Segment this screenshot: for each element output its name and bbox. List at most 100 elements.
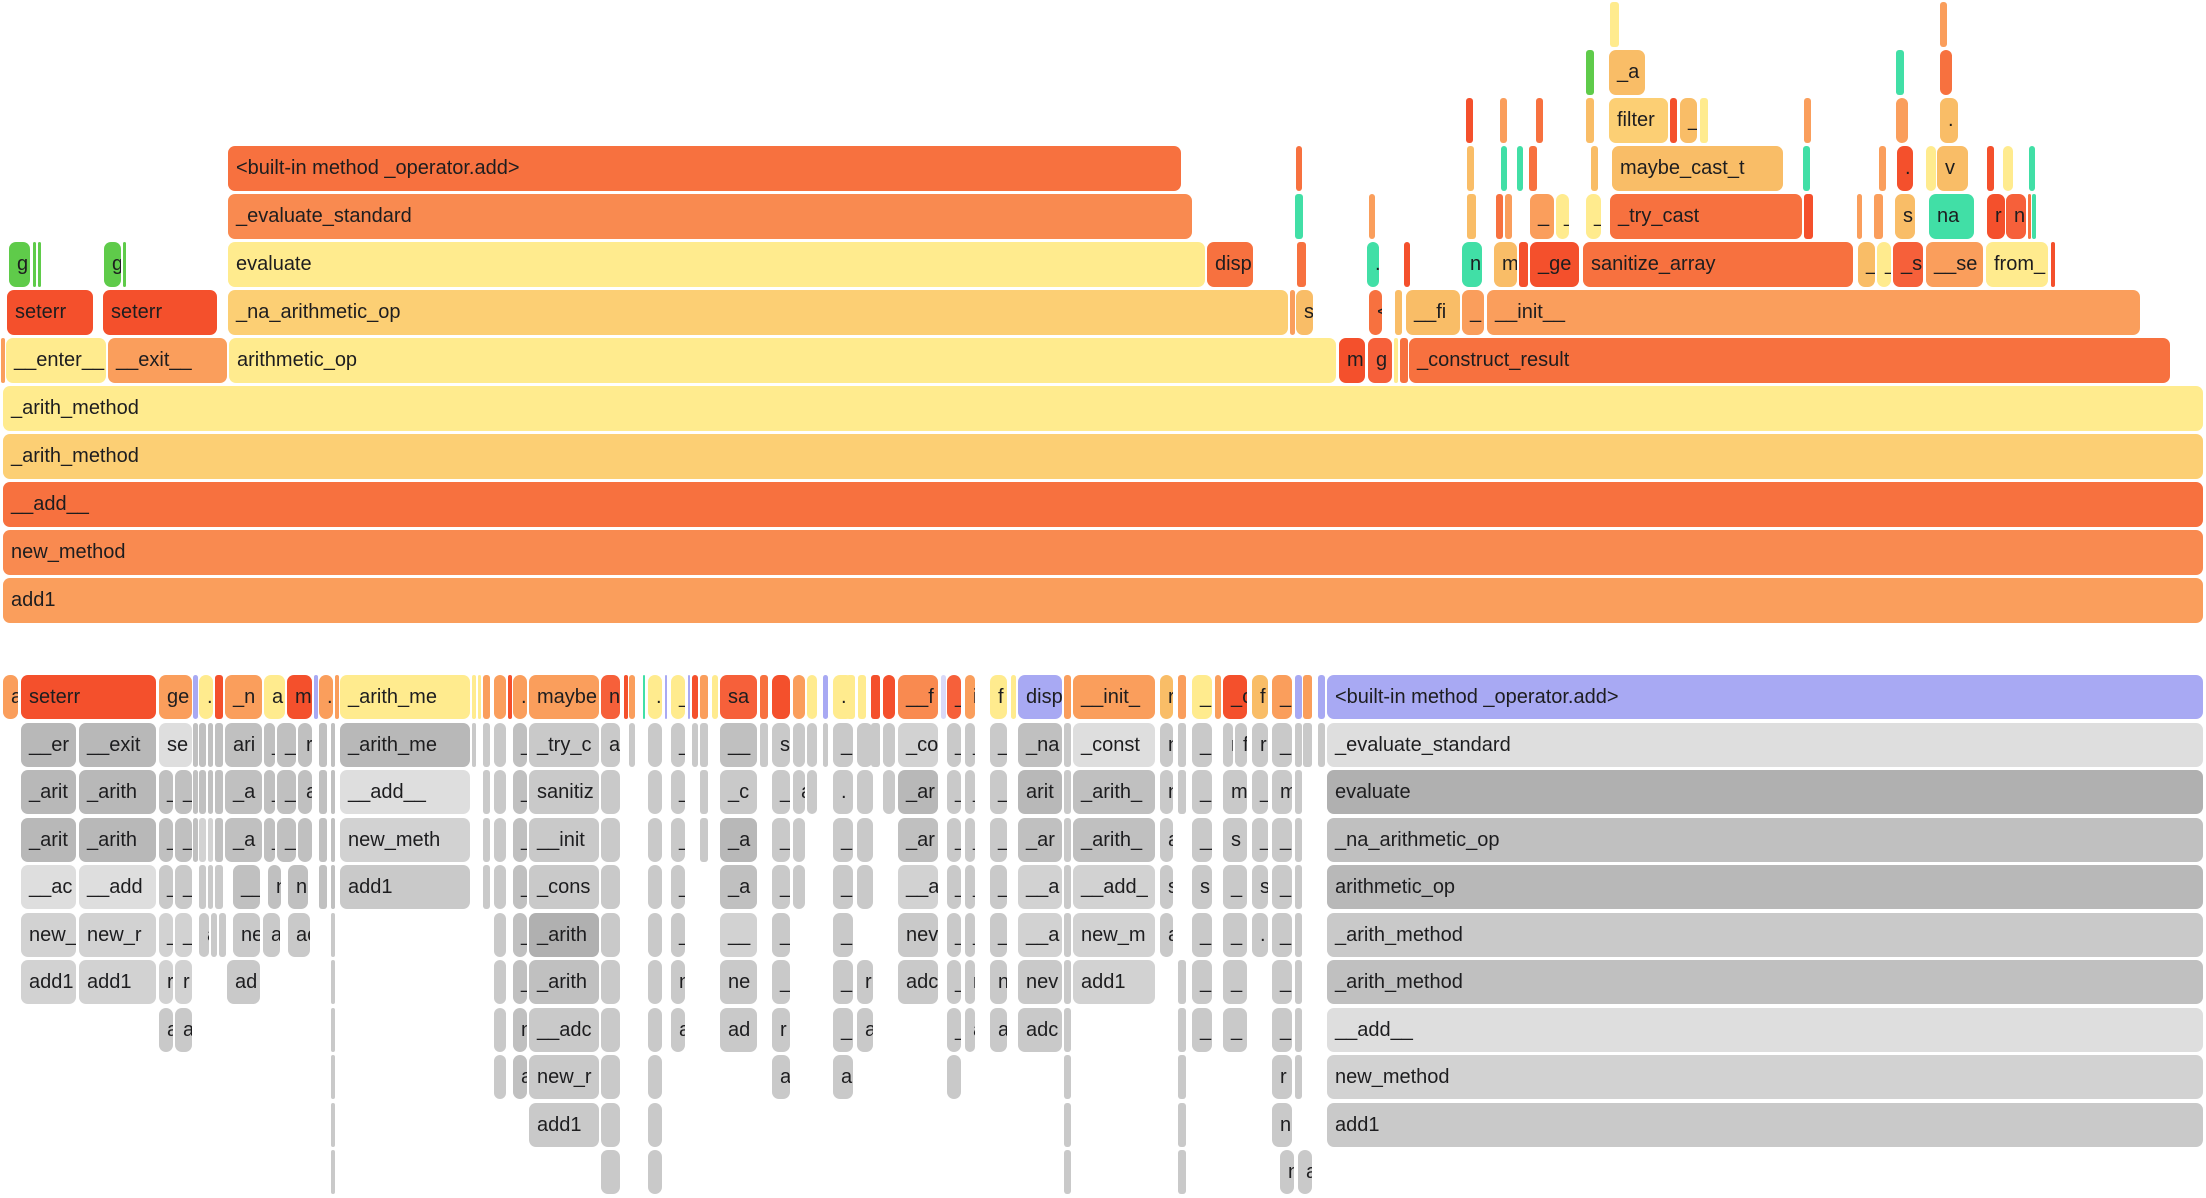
flame-frame[interactable]: _ <box>947 675 961 719</box>
flame-frame[interactable] <box>1295 1007 1302 1052</box>
flame-frame[interactable]: add1 <box>3 578 2203 623</box>
flame-frame[interactable] <box>215 817 223 862</box>
flame-frame[interactable] <box>601 1102 620 1147</box>
flame-frame[interactable] <box>215 865 223 909</box>
flame-frame[interactable]: _ <box>1530 194 1554 239</box>
flame-frame[interactable] <box>319 770 327 814</box>
flame-frame[interactable]: _ <box>159 912 173 957</box>
flame-frame[interactable]: _arith_method <box>3 386 2203 431</box>
flame-frame[interactable] <box>208 722 213 767</box>
flame-frame[interactable]: g <box>1368 338 1392 383</box>
flame-frame[interactable] <box>1064 1055 1071 1099</box>
flame-frame[interactable]: n <box>1272 1102 1292 1147</box>
flame-frame[interactable] <box>1178 675 1186 719</box>
flame-frame[interactable]: _arit <box>21 770 76 814</box>
flame-frame[interactable]: _a <box>720 817 757 862</box>
flame-frame[interactable]: __exit <box>79 722 156 767</box>
flame-frame[interactable] <box>1064 1102 1071 1147</box>
flame-frame[interactable] <box>601 960 620 1004</box>
flame-frame[interactable]: a <box>857 1007 873 1052</box>
flame-frame[interactable] <box>1178 722 1186 767</box>
flame-frame[interactable]: r <box>1987 194 2005 239</box>
flame-frame[interactable]: . <box>1252 912 1268 957</box>
flame-frame[interactable] <box>1290 290 1295 335</box>
flame-frame[interactable]: _a <box>720 865 757 909</box>
flame-frame[interactable] <box>2051 242 2055 287</box>
flame-frame[interactable]: new_m <box>1073 912 1155 957</box>
flame-frame[interactable] <box>1064 770 1071 814</box>
flame-frame[interactable] <box>1536 98 1543 143</box>
flame-frame[interactable]: <built-in method _operator.add> <box>228 146 1181 191</box>
flame-frame[interactable]: _ <box>833 960 853 1004</box>
flame-frame[interactable]: r <box>175 960 192 1004</box>
flame-frame[interactable]: a <box>199 912 209 957</box>
flame-frame[interactable]: add1 <box>529 1102 599 1147</box>
flame-frame[interactable]: ne <box>233 912 260 957</box>
flame-frame[interactable]: new_r <box>529 1055 599 1099</box>
flame-frame[interactable]: _ <box>264 770 275 814</box>
flame-frame[interactable]: ari <box>225 722 262 767</box>
flame-frame[interactable]: __exit__ <box>108 338 227 383</box>
flame-frame[interactable] <box>199 865 206 909</box>
flame-frame[interactable]: <built-in method _operator.add> <box>1327 675 2203 719</box>
flame-frame[interactable]: _ <box>1192 960 1212 1004</box>
flame-frame[interactable] <box>1369 194 1375 239</box>
flame-frame[interactable] <box>494 960 506 1004</box>
flame-frame[interactable] <box>1670 98 1677 143</box>
flame-frame[interactable]: . <box>1367 242 1379 287</box>
flame-frame[interactable]: _ <box>671 912 685 957</box>
flame-frame[interactable]: _ <box>513 865 527 909</box>
flame-frame[interactable]: _ <box>175 817 192 862</box>
flame-frame[interactable]: _ <box>947 912 961 957</box>
flame-frame[interactable]: _ <box>965 865 975 909</box>
flame-frame[interactable]: _ <box>1272 1007 1292 1052</box>
flame-frame[interactable]: a <box>833 1055 853 1099</box>
flame-frame[interactable] <box>793 722 805 767</box>
flame-frame[interactable]: _ <box>671 675 685 719</box>
flame-frame[interactable]: _ <box>513 722 527 767</box>
flame-frame[interactable] <box>494 865 506 909</box>
flame-frame[interactable]: _ar <box>1018 817 1062 862</box>
flame-frame[interactable] <box>483 675 490 719</box>
flame-frame[interactable] <box>1178 1055 1186 1099</box>
flame-frame[interactable] <box>199 770 206 814</box>
flame-frame[interactable]: __init_ <box>1073 675 1155 719</box>
flame-frame[interactable]: _ <box>947 865 961 909</box>
flame-frame[interactable]: __adc <box>529 1007 599 1052</box>
flame-frame[interactable]: seterr <box>21 675 156 719</box>
flame-frame[interactable]: s <box>1160 865 1173 909</box>
flame-frame[interactable]: _ <box>1192 1007 1212 1052</box>
flame-frame[interactable] <box>494 770 506 814</box>
flame-frame[interactable]: _arith_method <box>3 434 2203 479</box>
flame-frame[interactable] <box>1591 146 1598 191</box>
flame-frame[interactable]: __init <box>529 817 599 862</box>
flame-frame[interactable]: add1 <box>21 960 76 1004</box>
flame-frame[interactable] <box>1496 194 1503 239</box>
flame-frame[interactable]: _const <box>1073 722 1155 767</box>
flame-frame[interactable]: a <box>3 675 18 719</box>
flame-frame[interactable]: s <box>1895 194 1915 239</box>
flame-frame[interactable] <box>123 242 126 287</box>
flame-frame[interactable]: ne <box>720 960 757 1004</box>
flame-frame[interactable]: maybe_cast_t <box>1612 146 1783 191</box>
flame-frame[interactable] <box>1295 817 1302 862</box>
flame-frame[interactable] <box>483 865 490 909</box>
flame-frame[interactable]: n <box>513 1007 527 1052</box>
flame-frame[interactable]: . <box>513 675 527 719</box>
flame-frame[interactable] <box>1064 817 1071 862</box>
flame-frame[interactable]: r <box>772 1007 790 1052</box>
flame-frame[interactable] <box>1874 194 1883 239</box>
flame-frame[interactable]: _ <box>965 770 975 814</box>
flame-frame[interactable] <box>601 1055 620 1099</box>
flame-frame[interactable] <box>601 912 620 957</box>
flame-frame[interactable] <box>947 1055 961 1099</box>
flame-frame[interactable]: r <box>159 960 173 1004</box>
flame-frame[interactable]: _ <box>990 817 1007 862</box>
flame-frame[interactable]: __f <box>898 675 938 719</box>
flame-frame[interactable]: __ <box>1192 817 1212 862</box>
flame-frame[interactable] <box>648 722 662 767</box>
flame-frame[interactable]: _ <box>1223 1007 1247 1052</box>
flame-frame[interactable] <box>199 722 206 767</box>
flame-frame[interactable] <box>33 242 36 287</box>
flame-frame[interactable] <box>1395 290 1402 335</box>
